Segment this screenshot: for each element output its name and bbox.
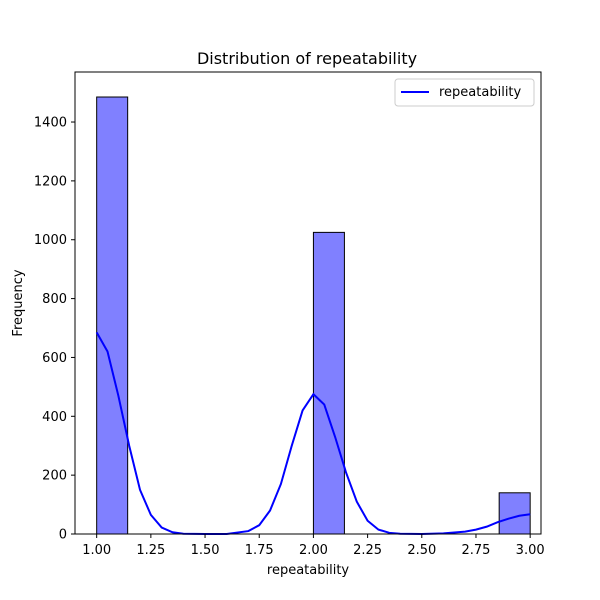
legend: repeatability [394, 78, 535, 107]
x-tick-label: 2.00 [299, 543, 328, 558]
y-tick-label: 1200 [34, 174, 67, 189]
legend-label: repeatability [439, 85, 522, 100]
y-tick-label: 200 [42, 469, 67, 484]
plot-frame [74, 71, 542, 535]
y-tick-label: 0 [59, 528, 67, 543]
x-tick-label: 2.25 [353, 543, 382, 558]
x-axis: 1.00 1.25 1.50 1.75 2.00 2.25 2.50 2.75 3.00 [82, 534, 545, 558]
x-tick-label: 1.75 [245, 543, 274, 558]
x-tick-label: 1.50 [191, 543, 220, 558]
y-axis: 0 200 400 600 800 1000 1200 1400 [34, 116, 75, 543]
x-tick-label: 1.25 [136, 543, 165, 558]
x-tick-label: 1.00 [82, 543, 111, 558]
chart-title: Distribution of repeatability [197, 49, 417, 68]
y-tick-label: 600 [42, 351, 67, 366]
y-tick-label: 800 [42, 292, 67, 307]
x-axis-label: repeatability [267, 563, 350, 578]
histogram-bar-1 [312, 231, 345, 535]
bars-group [96, 96, 531, 535]
kde-curve [95, 331, 531, 536]
y-axis-label: Frequency [11, 269, 26, 336]
y-tick-label: 400 [42, 410, 67, 425]
histogram-bar-2 [498, 492, 531, 535]
histogram-bar-0 [96, 96, 129, 535]
legend-box [394, 78, 535, 107]
x-tick-label: 3.00 [516, 543, 545, 558]
y-tick-label: 1000 [34, 233, 67, 248]
x-tick-label: 2.50 [407, 543, 436, 558]
y-tick-label: 1400 [34, 116, 67, 131]
x-tick-label: 2.75 [462, 543, 491, 558]
